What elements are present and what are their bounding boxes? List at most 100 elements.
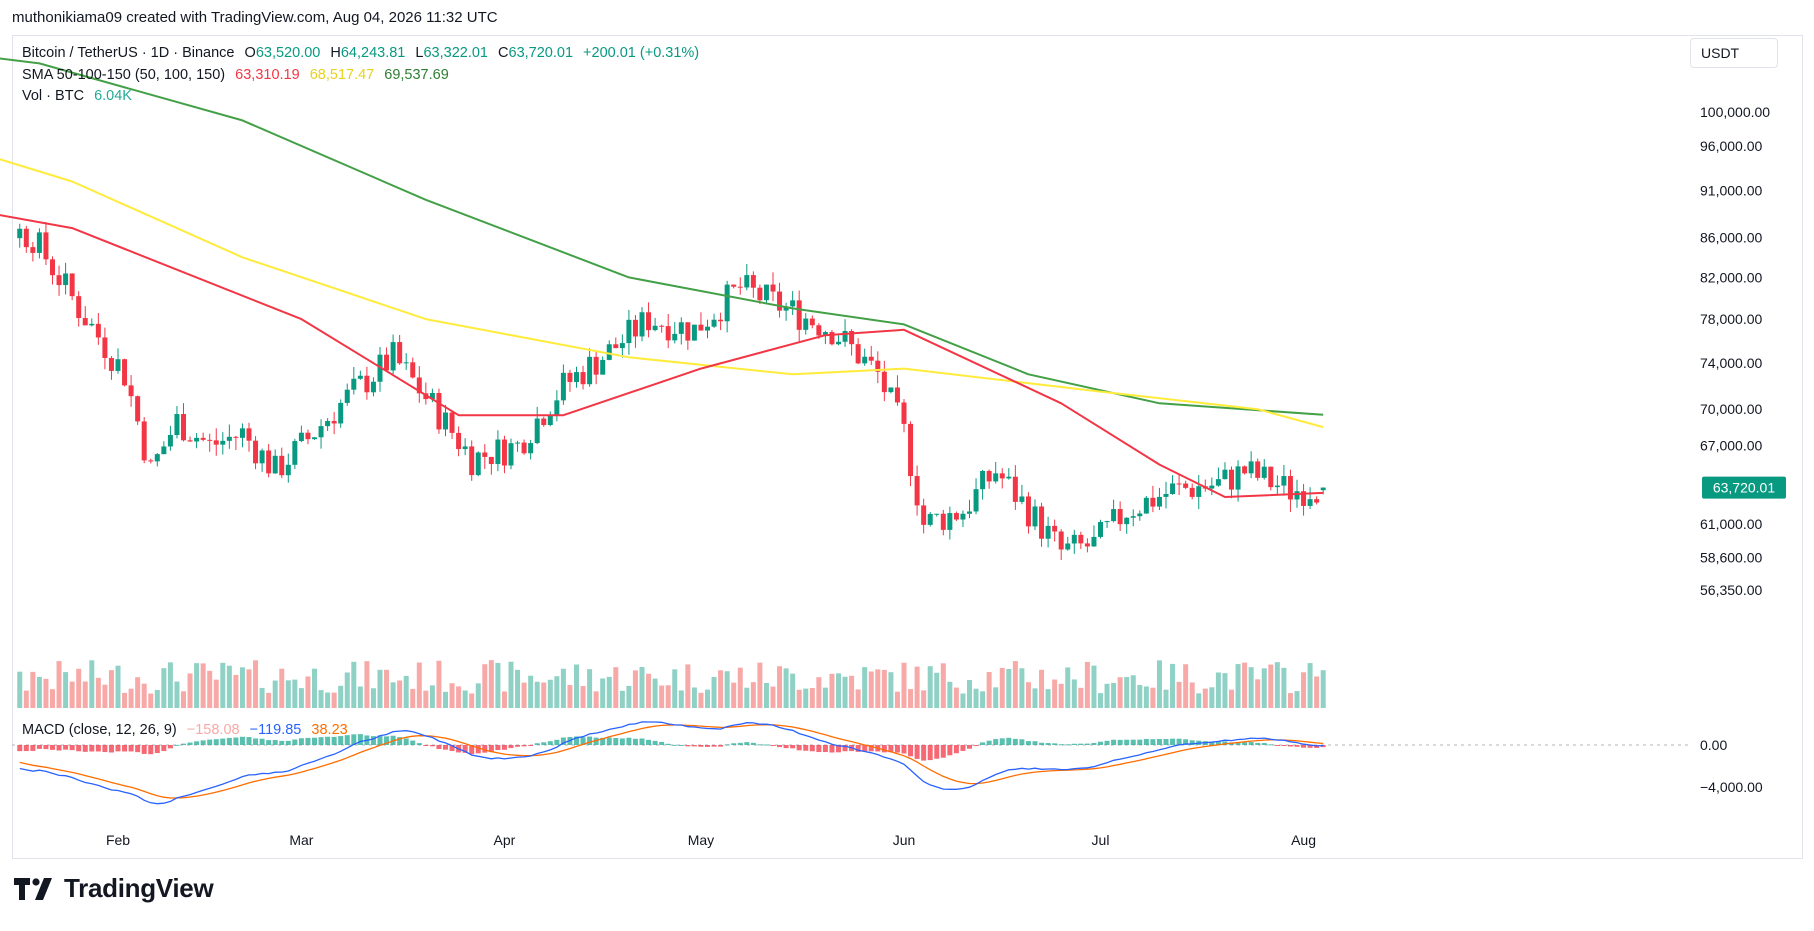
volume-bar — [318, 690, 324, 708]
volume-bar — [1065, 667, 1071, 708]
candle-body — [364, 375, 370, 393]
macd-histogram-bar — [174, 744, 180, 746]
volume-bar — [1189, 682, 1195, 708]
candle-body — [1156, 496, 1162, 507]
volume-bar — [135, 677, 141, 708]
macd-histogram-bar — [1032, 741, 1038, 745]
candle-body — [43, 232, 49, 260]
volume-bar — [181, 691, 186, 708]
volume-bar — [357, 686, 363, 708]
candle-body — [1111, 509, 1117, 522]
macd-histogram-bar — [253, 738, 259, 745]
candle-body — [69, 273, 75, 297]
macd-histogram-bar — [1130, 739, 1136, 745]
candle-body — [980, 470, 986, 490]
volume-bar — [1215, 672, 1221, 708]
macd-histogram-bar — [515, 745, 521, 747]
volume-bar — [855, 689, 861, 708]
macd-legend: MACD (close, 12, 26, 9) −158.08 −119.85 … — [22, 722, 354, 738]
candle-body — [967, 511, 972, 514]
macd-histogram-bar — [1294, 745, 1300, 747]
volume-bar — [1025, 682, 1031, 708]
candle-body — [1130, 516, 1136, 518]
volume-bar — [672, 669, 678, 708]
high-value: 64,243.81 — [340, 45, 406, 61]
volume-bar — [1111, 682, 1117, 708]
candle-body — [390, 342, 396, 371]
volume-bar — [600, 678, 606, 708]
candle-body — [993, 473, 999, 482]
volume-bar — [207, 670, 213, 708]
candle-body — [587, 356, 593, 385]
volume-bar — [1320, 670, 1326, 708]
open-value: 63,520.00 — [255, 45, 321, 61]
macd-histogram-bar — [128, 745, 134, 752]
volume-bar — [82, 681, 88, 708]
volume-bar — [167, 662, 173, 708]
macd-histogram-bar — [1143, 738, 1149, 745]
macd-histogram-bar — [940, 745, 946, 758]
volume-bar — [940, 663, 946, 708]
volume-bar — [1137, 684, 1143, 708]
macd-histogram-bar — [436, 745, 442, 750]
macd-histogram-bar — [1215, 741, 1221, 745]
candle-body — [665, 326, 671, 341]
volume-bar — [783, 668, 789, 708]
volume-bar — [272, 680, 278, 708]
candle-body — [266, 450, 272, 474]
candle-body — [534, 418, 540, 444]
volume-bar — [894, 691, 900, 708]
candle-body — [429, 392, 435, 400]
price-axis-label: 67,000.00 — [1700, 438, 1762, 454]
macd-histogram-bar — [777, 745, 783, 748]
sma100-value: 68,517.47 — [309, 67, 375, 83]
currency-button[interactable]: USDT — [1690, 38, 1778, 68]
volume-bar — [495, 662, 501, 708]
brand-name: TradingView — [64, 873, 214, 903]
volume-bar — [312, 668, 317, 708]
candle-body — [881, 371, 887, 393]
price-axis-label: 58,600.00 — [1700, 549, 1762, 565]
volume-bar — [449, 683, 455, 708]
volume-bar — [1248, 667, 1254, 708]
volume-bar — [115, 665, 121, 708]
macd-histogram-bar — [122, 745, 128, 752]
candle-body — [521, 442, 527, 454]
volume-bar — [678, 690, 684, 708]
candle-body — [652, 325, 658, 331]
volume-bar — [102, 684, 108, 708]
time-axis-label: Jun — [893, 832, 916, 848]
volume-bar — [705, 689, 710, 708]
macd-histogram-bar — [731, 743, 737, 745]
macd-line-value: −119.85 — [249, 722, 302, 738]
time-axis-label: May — [688, 832, 714, 848]
volume-bar — [1098, 693, 1103, 708]
macd-histogram-bar — [652, 740, 658, 745]
volume-bar — [1196, 693, 1202, 708]
sma150-line — [0, 57, 1324, 416]
candle-body — [1117, 509, 1123, 525]
volume-bar — [1255, 679, 1261, 708]
time-axis-label: Mar — [289, 832, 313, 848]
volume-bar — [390, 682, 396, 708]
macd-histogram-bar — [1025, 741, 1031, 745]
macd-histogram-bar — [1045, 743, 1051, 745]
macd-histogram-bar — [973, 745, 979, 746]
volume-bar — [534, 681, 540, 708]
volume-bar — [757, 662, 763, 708]
volume-bar — [652, 678, 658, 708]
candle-body — [1091, 536, 1097, 547]
volume-bar — [881, 669, 887, 708]
volume-bar — [1268, 664, 1274, 708]
macd-histogram-bar — [462, 745, 468, 753]
macd-histogram-bar — [809, 745, 815, 752]
candle-body — [554, 400, 560, 416]
candle-body — [1261, 466, 1267, 478]
volume-bar — [646, 673, 652, 708]
volume-bar — [574, 664, 579, 708]
volume-bar — [187, 673, 193, 708]
candle-body — [1215, 479, 1221, 486]
macd-histogram-bar — [822, 745, 828, 753]
volume-bar — [770, 686, 776, 708]
